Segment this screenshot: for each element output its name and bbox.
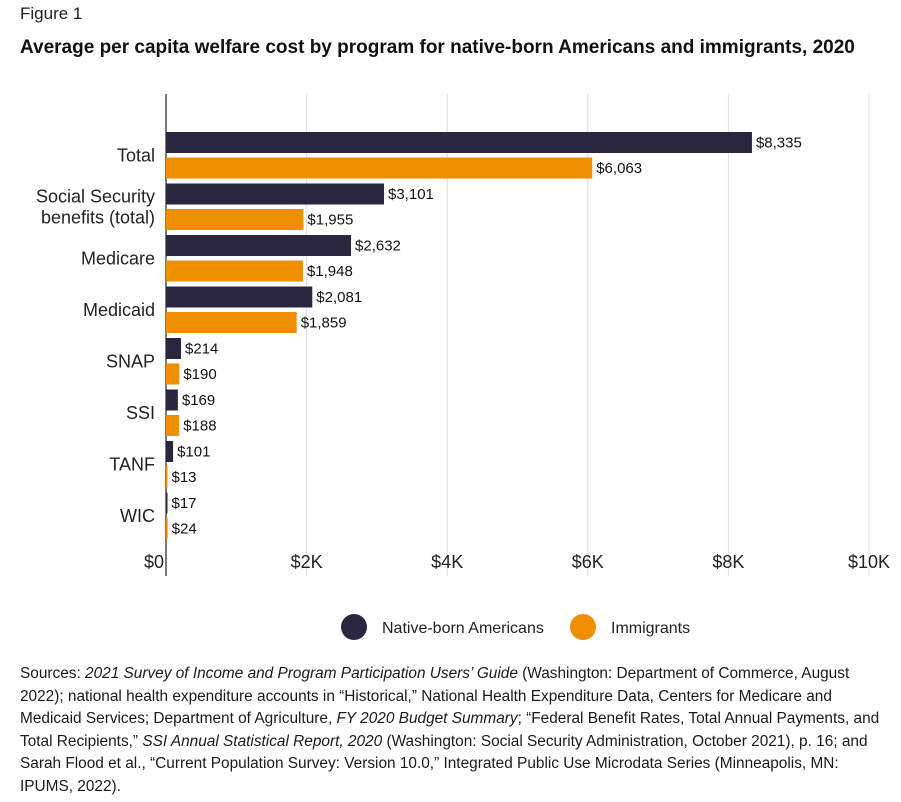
- data-label: $2,632: [355, 238, 401, 255]
- category-label: benefits (total): [41, 207, 155, 227]
- source-title: 2021 Survey of Income and Program Partic…: [85, 665, 518, 682]
- data-label: $8,335: [756, 135, 802, 152]
- data-label: $3,101: [388, 186, 434, 203]
- data-label: $6,063: [596, 160, 642, 177]
- x-tick-label: $0: [144, 552, 164, 572]
- legend-label: Native-born Americans: [382, 620, 544, 637]
- figure-label: Figure 1: [20, 4, 83, 23]
- data-label: $1,955: [307, 212, 353, 229]
- x-tick-labels: $0 $2K $4K $6K $8K $10K: [144, 552, 890, 572]
- data-label: $24: [172, 521, 197, 538]
- bar-chart: $8,335 $6,063 $3,101 $1,955$2,632$1,948 $2,0…: [36, 94, 890, 640]
- data-label: $101: [177, 444, 210, 461]
- x-tick-label: $10K: [848, 552, 890, 572]
- category-label: Medicare: [81, 248, 155, 268]
- category-label: Medicaid: [83, 300, 155, 320]
- category-label: SNAP: [106, 351, 155, 371]
- legend: Native-born Americans Immigrants: [341, 614, 690, 640]
- legend-swatch: [341, 614, 367, 640]
- source-title: FY 2020 Budget Summary: [336, 710, 518, 728]
- bar: [166, 389, 178, 411]
- x-tick-label: $6K: [572, 552, 604, 572]
- category-label: Social Security: [36, 186, 155, 206]
- bar: [166, 235, 352, 256]
- bar: [166, 209, 304, 230]
- x-tick-label: $8K: [712, 552, 744, 572]
- bar: [166, 518, 168, 539]
- data-label: $13: [172, 469, 197, 486]
- source-text: Sources:: [20, 665, 86, 682]
- category-label: Total: [117, 145, 155, 165]
- bar: [166, 157, 593, 179]
- source-title: SSI Annual Statistical Report, 2020: [142, 732, 383, 750]
- legend-label: Immigrants: [611, 620, 690, 637]
- x-tick-label: $4K: [431, 552, 463, 572]
- data-label: $190: [183, 366, 216, 383]
- legend-swatch: [570, 614, 596, 640]
- data-label: $1,948: [307, 263, 353, 280]
- data-label: $169: [182, 392, 215, 409]
- bar: [166, 466, 168, 488]
- bar: [166, 441, 174, 462]
- source-text: ; “Federal Benefit Rates, Total Annual P…: [20, 710, 880, 750]
- bar: [166, 363, 180, 385]
- category-label: SSI: [126, 403, 155, 423]
- chart-title: Average per capita welfare cost by progr…: [20, 37, 855, 58]
- data-label: $188: [183, 418, 216, 435]
- data-label: $2,081: [316, 289, 362, 306]
- bar: [166, 338, 182, 359]
- sources-note: Sources: 2021 Survey of Income and Progr…: [20, 663, 892, 799]
- data-label: $17: [172, 495, 197, 512]
- data-labels: $8,335 $6,063 $3,101 $1,955$2,632$1,948 $2,0…: [172, 135, 802, 538]
- category-label: TANF: [109, 454, 155, 474]
- bar: [166, 492, 168, 514]
- source-text: (Washington: Department of Commerce, Aug…: [20, 665, 850, 728]
- bar: [166, 415, 180, 436]
- source-text: (Washington: Social Security Administrat…: [20, 732, 868, 795]
- bar: [166, 286, 313, 308]
- data-label: $214: [185, 341, 218, 358]
- bars: [166, 132, 752, 539]
- bar: [166, 260, 303, 282]
- bar: [166, 132, 752, 153]
- category-label: WIC: [120, 506, 155, 526]
- bar: [166, 312, 297, 333]
- data-label: $1,859: [301, 315, 347, 332]
- x-tick-label: $2K: [291, 552, 323, 572]
- bar: [166, 183, 385, 205]
